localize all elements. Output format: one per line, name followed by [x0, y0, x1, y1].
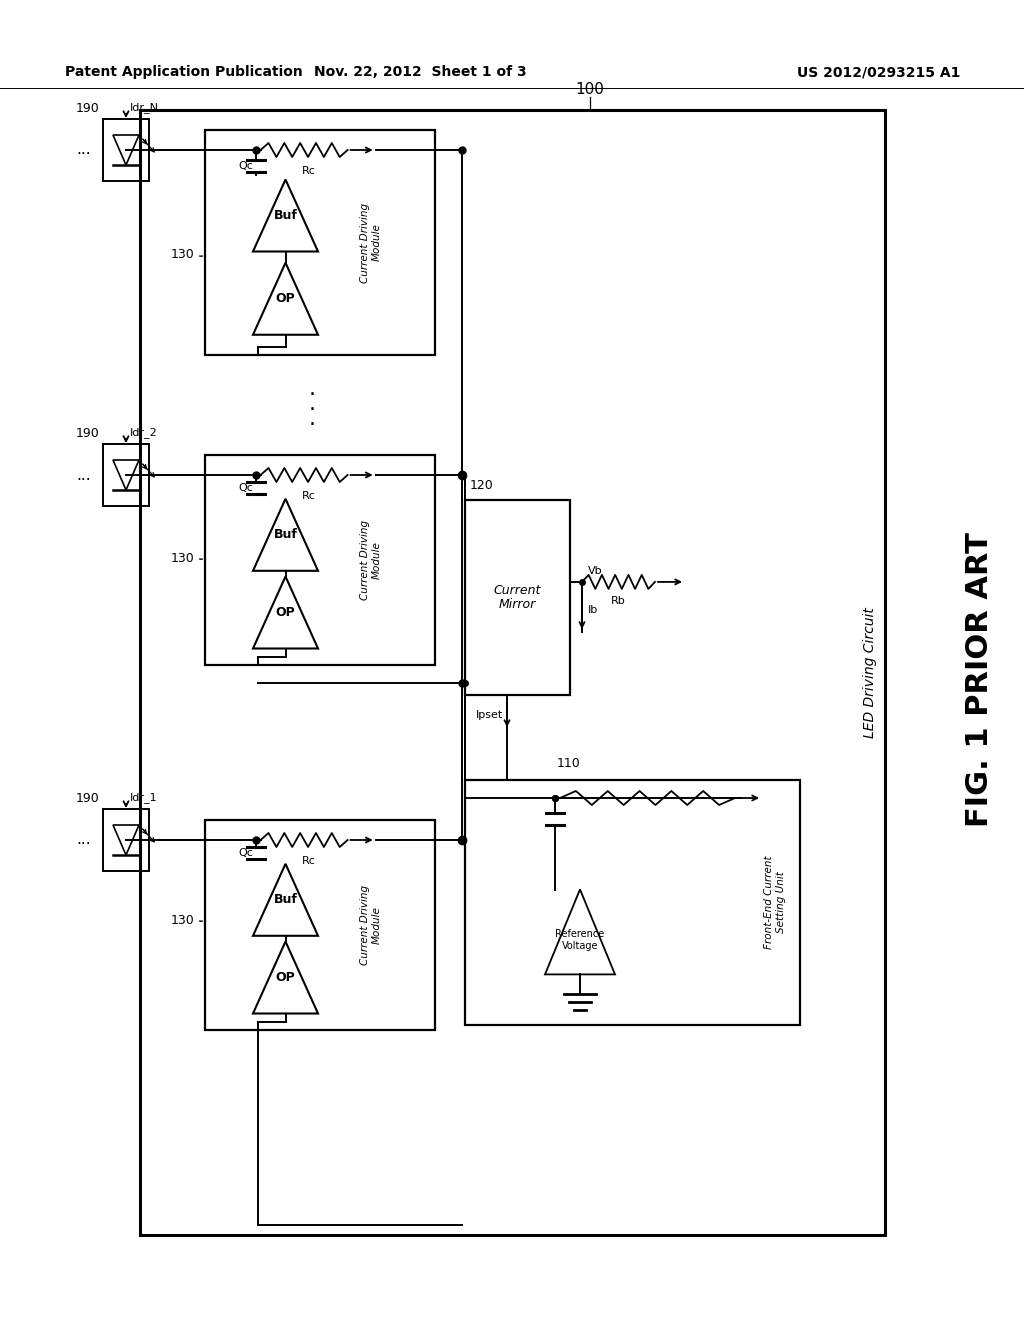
Text: ...: ... [77, 833, 91, 847]
Text: Ib: Ib [588, 605, 598, 615]
Text: Buf: Buf [273, 894, 297, 907]
Text: ...: ... [77, 467, 91, 483]
Text: Ipset: Ipset [476, 710, 503, 719]
Text: FIG. 1 PRIOR ART: FIG. 1 PRIOR ART [966, 532, 994, 828]
Text: 190: 190 [75, 792, 99, 805]
Bar [205, 455, 435, 665]
Text: Patent Application Publication: Patent Application Publication [65, 65, 303, 79]
Text: LED Driving Circuit: LED Driving Circuit [863, 607, 877, 738]
Text: Current Driving
Module: Current Driving Module [359, 202, 381, 282]
Text: 190: 190 [75, 426, 99, 440]
Bar [205, 820, 435, 1030]
Text: Rb: Rb [610, 595, 626, 606]
Text: 130: 130 [171, 248, 195, 261]
Text: Current Driving
Module: Current Driving Module [359, 520, 381, 601]
Text: Qc: Qc [239, 483, 254, 494]
Bar [140, 110, 885, 1236]
Text: Current
Mirror: Current Mirror [494, 583, 542, 611]
Text: Buf: Buf [273, 528, 297, 541]
Text: 110: 110 [557, 756, 581, 770]
Text: Rc: Rc [302, 491, 316, 502]
Text: 100: 100 [575, 82, 604, 96]
Text: US 2012/0293215 A1: US 2012/0293215 A1 [797, 65, 961, 79]
Text: Buf: Buf [273, 209, 297, 222]
Text: Qc: Qc [239, 849, 254, 858]
Bar [465, 500, 570, 696]
Text: OP: OP [275, 606, 295, 619]
Bar [103, 809, 150, 871]
Text: Idr_1: Idr_1 [130, 792, 158, 803]
Text: OP: OP [275, 972, 295, 983]
Bar [103, 119, 150, 181]
Bar [205, 129, 435, 355]
Text: ...: ... [77, 143, 91, 157]
Text: Vb: Vb [588, 566, 603, 576]
Text: 120: 120 [470, 479, 494, 492]
Text: 130: 130 [171, 913, 195, 927]
Bar [103, 444, 150, 506]
Text: Rc: Rc [302, 166, 316, 176]
Text: ·: · [308, 414, 315, 436]
Text: Idr_N: Idr_N [130, 102, 159, 114]
Text: ·: · [308, 385, 315, 405]
Text: Qc: Qc [239, 161, 254, 172]
Text: ·: · [308, 400, 315, 420]
Text: 130: 130 [171, 552, 195, 565]
Text: OP: OP [275, 292, 295, 305]
Text: Front-End Current
Setting Unit: Front-End Current Setting Unit [764, 855, 785, 949]
Text: Nov. 22, 2012  Sheet 1 of 3: Nov. 22, 2012 Sheet 1 of 3 [313, 65, 526, 79]
Bar [465, 780, 800, 1026]
Text: 190: 190 [75, 102, 99, 115]
Text: Rc: Rc [302, 855, 316, 866]
Text: Current Driving
Module: Current Driving Module [359, 884, 381, 965]
Text: Idr_2: Idr_2 [130, 428, 158, 438]
Text: Reference
Voltage: Reference Voltage [555, 929, 604, 950]
